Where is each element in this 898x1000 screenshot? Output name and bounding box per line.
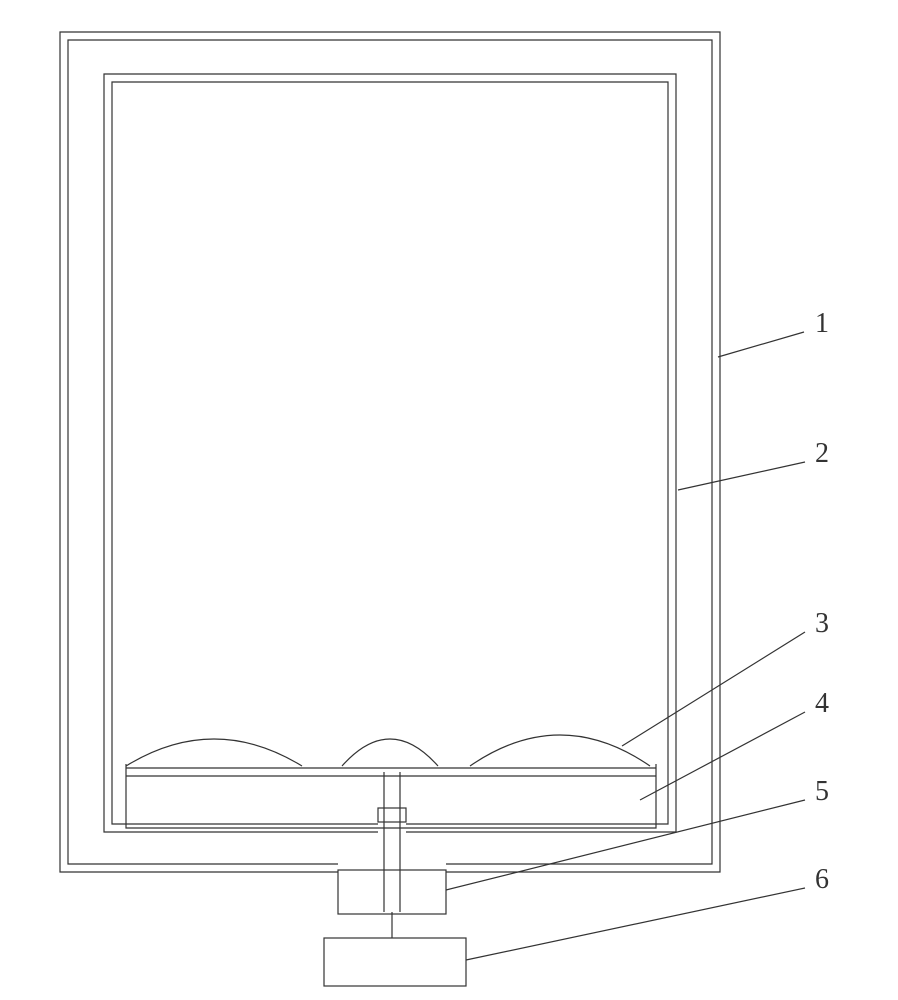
label-5: 5: [815, 776, 829, 808]
leader-3: [622, 632, 805, 746]
dome-right: [470, 735, 650, 766]
leader-1: [718, 332, 804, 357]
label-2: 2: [815, 438, 829, 470]
label-1: 1: [815, 308, 829, 340]
tray-outer: [126, 764, 656, 828]
technical-diagram: [0, 0, 898, 1000]
dome-left: [126, 739, 302, 766]
inner-container-inner: [112, 82, 668, 824]
shaft-cap: [378, 808, 406, 822]
leader-4: [640, 712, 805, 800]
lower-block: [324, 938, 466, 986]
upper-block: [338, 870, 446, 914]
outer-container-inner: [68, 40, 712, 864]
outer-container: [60, 32, 720, 872]
diagram-strokes: [60, 32, 805, 986]
dome-center: [342, 739, 438, 766]
label-4: 4: [815, 688, 829, 720]
label-3: 3: [815, 608, 829, 640]
leader-5: [446, 800, 805, 890]
leader-6: [466, 888, 805, 960]
label-6: 6: [815, 864, 829, 896]
inner-container: [104, 74, 676, 832]
leader-2: [678, 462, 805, 490]
